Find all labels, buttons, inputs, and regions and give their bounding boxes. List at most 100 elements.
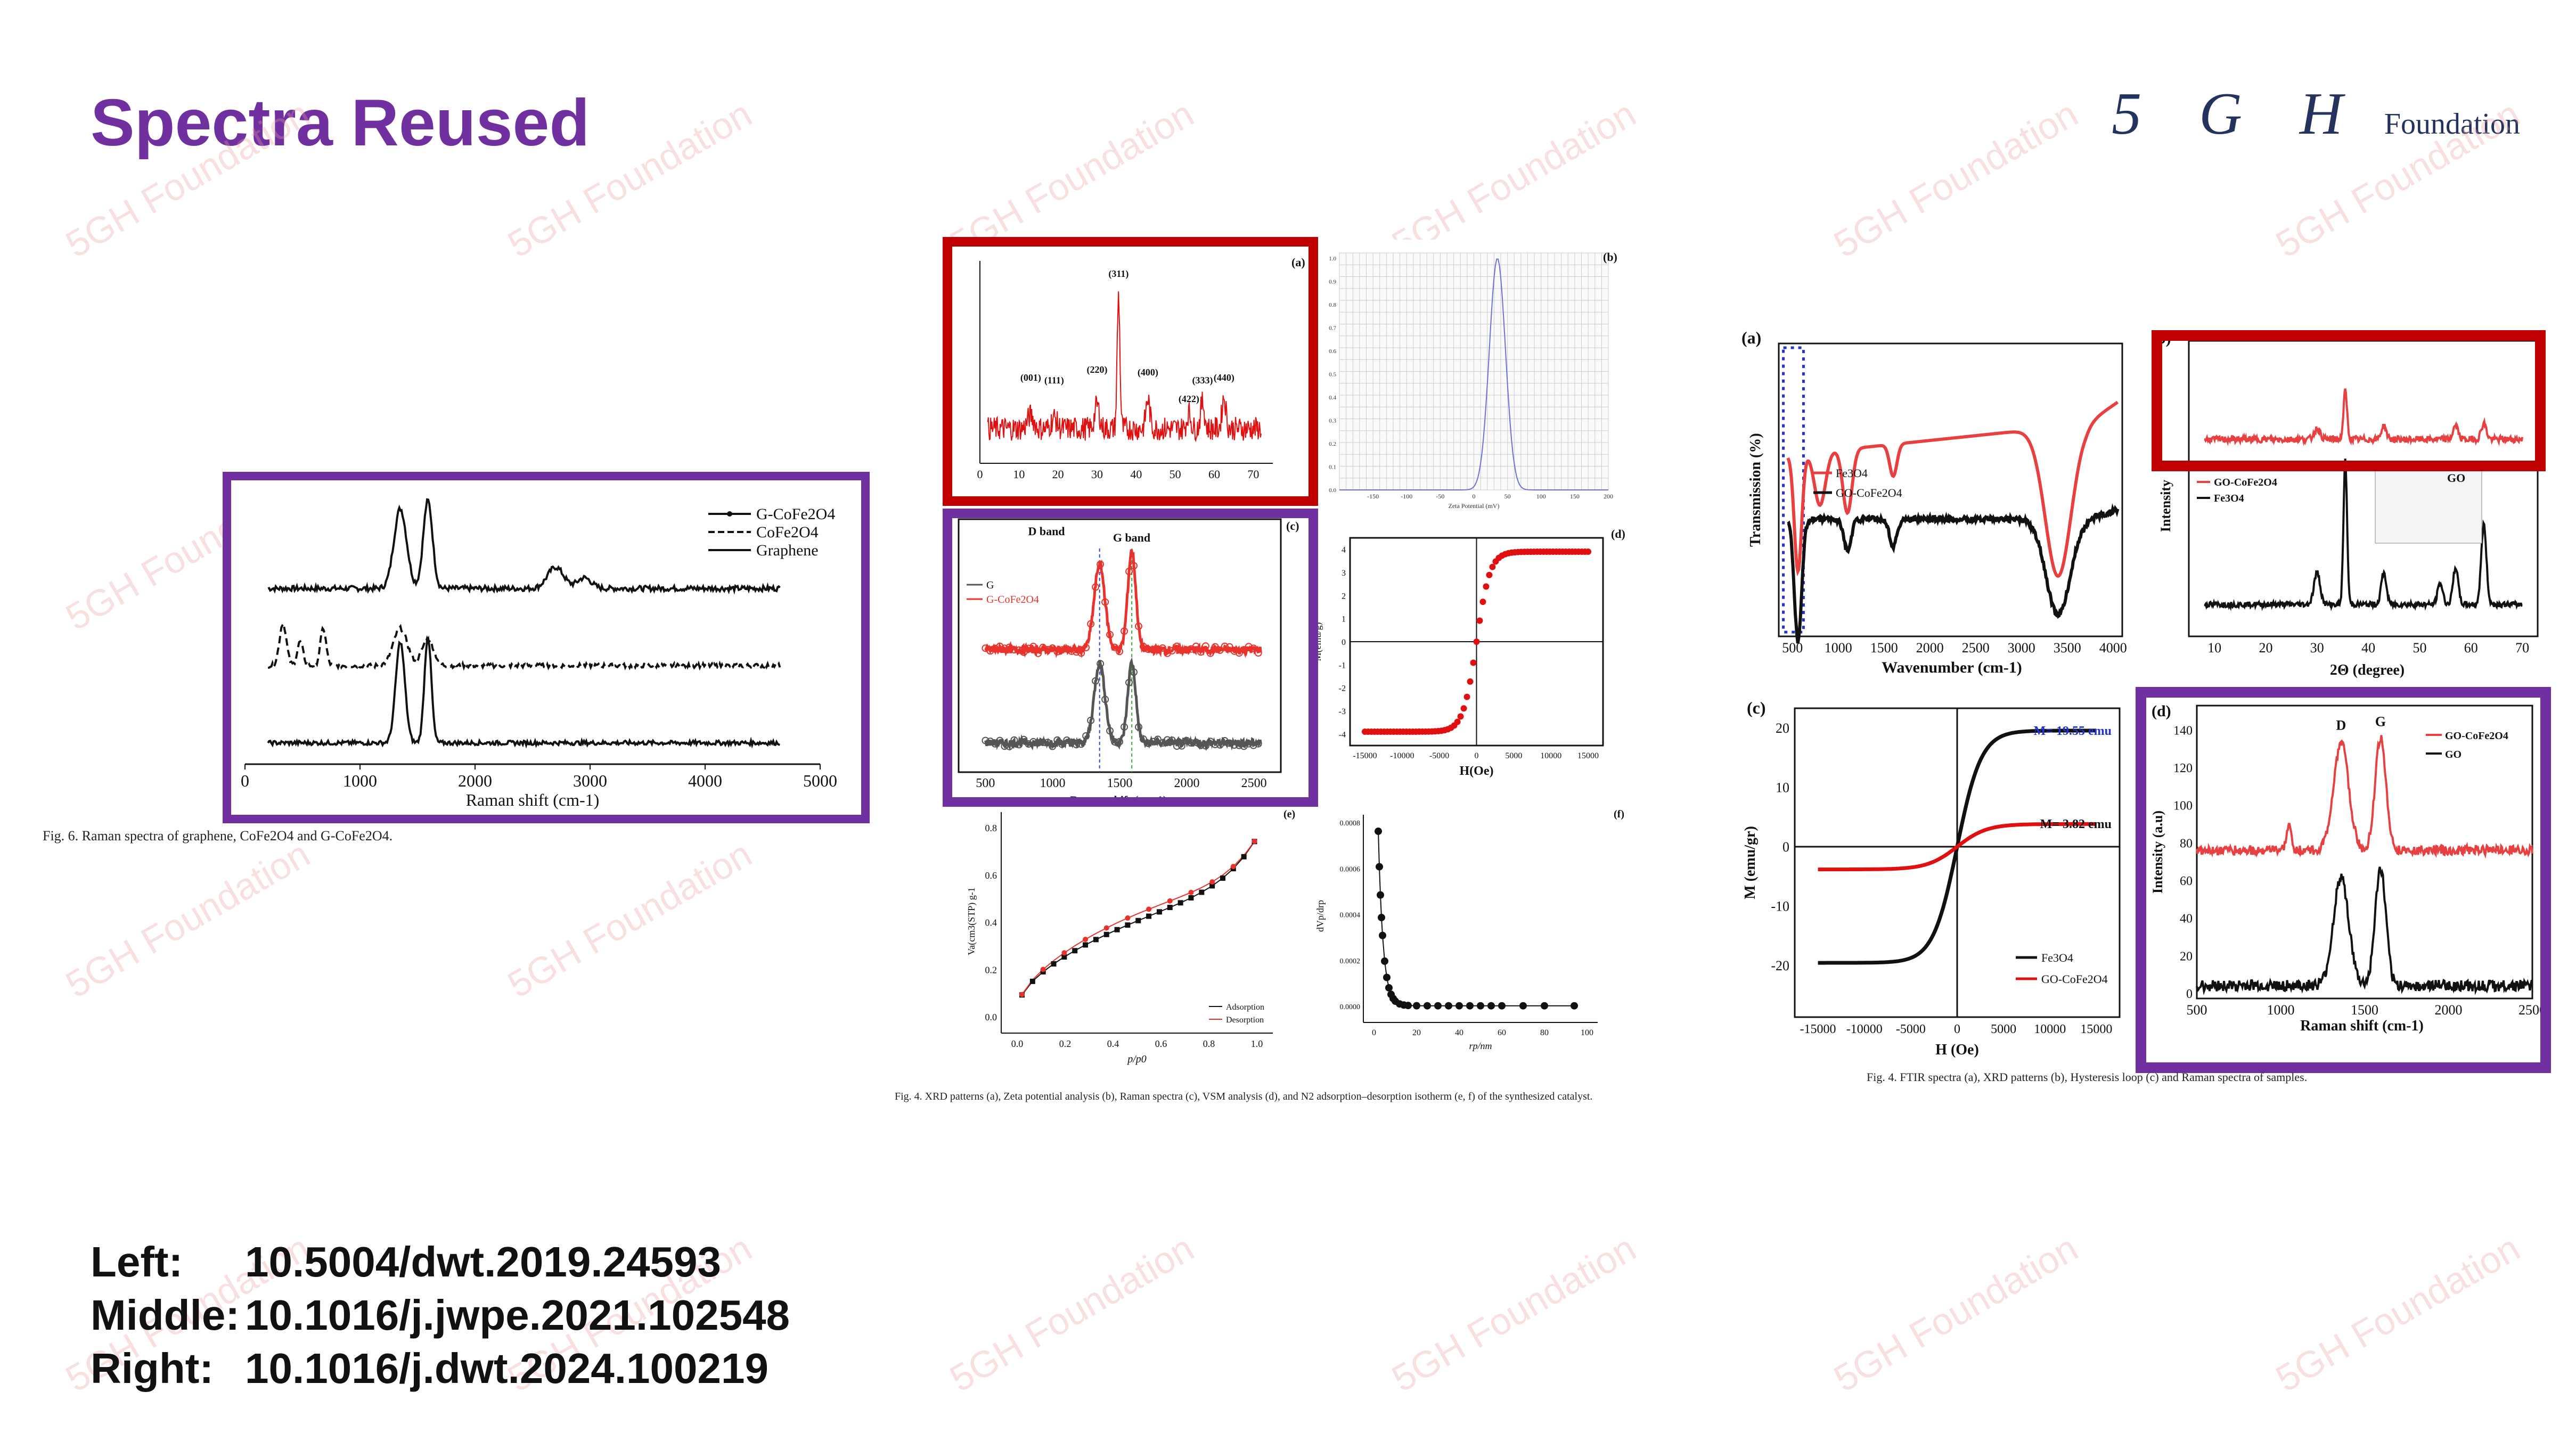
mid-c-marker-g-cofe2o4 xyxy=(1192,642,1200,650)
mid-c-marker-g xyxy=(1173,742,1181,750)
mid-c-marker-g xyxy=(1005,742,1013,750)
right-c-y-tick-label: -10 xyxy=(1771,899,1789,914)
mid-e-desorption-point xyxy=(1188,889,1194,895)
right-b-series-fe3o4 xyxy=(2204,459,2523,611)
right-c-y-tick-label: 10 xyxy=(1776,780,1789,795)
right-c-x-axis-label: H (Oe) xyxy=(1935,1042,1979,1058)
mid-d-vsm-point xyxy=(1473,638,1480,645)
right-d-y-tick-label: 140 xyxy=(2173,724,2193,738)
mid-e-adsorption-point xyxy=(1199,889,1205,895)
left-x-tick-label: 1000 xyxy=(343,771,377,790)
right-b-inset-label: GO xyxy=(2447,471,2465,485)
mid-e-x-axis-label: p/p0 xyxy=(1126,1053,1147,1065)
mid-f-point xyxy=(1519,1002,1527,1010)
mid-d-panel-label: (d) xyxy=(1611,527,1625,541)
mid-d-vsm-point xyxy=(1483,583,1490,590)
mid-c-x-tick-label: 1500 xyxy=(1107,776,1133,790)
mid-d-x-tick-label: -5000 xyxy=(1429,751,1449,760)
mid-d-y-tick-label: -2 xyxy=(1339,684,1346,693)
mid-e-x-tick-label: 0.0 xyxy=(1011,1038,1024,1049)
right-c-y-axis-label: M (emu/gr) xyxy=(1742,826,1759,899)
mid-c-marker-g-cofe2o4 xyxy=(1249,644,1257,652)
right-d-y-tick-label: 120 xyxy=(2173,762,2193,775)
left-figure: 0 1000 2000 3000 4000 5000 Raman shift (cm-1) G… xyxy=(229,477,863,817)
mid-c-marker-g xyxy=(1130,668,1138,676)
mid-c-marker-g xyxy=(1034,739,1042,747)
mid-c-marker-g xyxy=(1020,735,1028,743)
mid-b-y-tick-label: 0.8 xyxy=(1329,302,1336,308)
right-a-x-tick-label: 3500 xyxy=(2054,640,2081,656)
doi-references: Left: 10.5004/dwt.2019.24593 Middle: 10.10… xyxy=(91,1235,790,1395)
right-figure-caption: Fig. 4. FTIR spectra (a), XRD patterns (… xyxy=(1867,1070,2308,1084)
mid-d-vsm-point xyxy=(1454,718,1461,725)
watermark-text: 5GH Foundation xyxy=(501,833,759,1006)
mid-e-x-tick-label: 0.8 xyxy=(1203,1038,1215,1049)
right-b-x-tick-label: 70 xyxy=(2515,640,2529,656)
right-b-legend-label: GO-CoFe2O4 xyxy=(2214,477,2277,488)
mid-f-y-tick-label: 0.0006 xyxy=(1340,865,1361,873)
mid-a-peak-label: (220) xyxy=(1087,364,1108,375)
mid-f-y-axis-label: dVp/drp xyxy=(1315,900,1326,932)
mid-f-point xyxy=(1404,1002,1412,1010)
watermark-text: 5GH Foundation xyxy=(943,1227,1201,1400)
middle-purple-box xyxy=(943,509,1318,807)
mid-c-marker-g xyxy=(1111,738,1119,746)
mid-b-y-tick-label: 0.0 xyxy=(1329,487,1336,494)
mid-b-x-axis-label: Zeta Potential (mV) xyxy=(1449,502,1500,510)
right-a-dotted-box xyxy=(1782,346,1805,634)
right-c-x-tick-label: -10000 xyxy=(1846,1022,1883,1036)
right-d-y-tick-label: 100 xyxy=(2173,799,2193,813)
mid-f-point xyxy=(1378,913,1385,921)
mid-c-marker-g-cofe2o4 xyxy=(1116,648,1124,656)
mid-c-panel-label: (c) xyxy=(1286,519,1299,533)
left-series-g-cofe2o4 xyxy=(267,498,781,595)
mid-e-y-tick-label: 0.6 xyxy=(985,870,997,881)
mid-e-adsorption-point xyxy=(1167,905,1173,911)
middle-figure-caption: Fig. 4. XRD patterns (a), Zeta potential… xyxy=(895,1091,1593,1102)
mid-d-vsm-point xyxy=(1479,599,1486,605)
mid-f-point xyxy=(1477,1002,1484,1010)
mid-f-x-tick-label: 40 xyxy=(1455,1028,1463,1037)
right-a-y-axis-label: Transmission (%) xyxy=(1747,433,1764,546)
mid-e-adsorption-point xyxy=(1125,922,1131,928)
mid-c-marker-g-cofe2o4 xyxy=(1020,648,1028,656)
mid-c-marker-g xyxy=(1225,739,1233,747)
mid-c-marker-g-cofe2o4 xyxy=(1158,644,1166,652)
right-a-panel-label: (a) xyxy=(1741,330,1761,347)
right-c-y-tick-label: 20 xyxy=(1776,721,1789,736)
mid-e-desorption-point xyxy=(1061,950,1067,956)
mid-c-marker-g xyxy=(1177,742,1185,750)
right-d-x-tick-label: 1000 xyxy=(2267,1002,2295,1018)
watermark-text: 5GH Foundation xyxy=(1827,93,2085,266)
mid-c-marker-g-cofe2o4 xyxy=(1173,642,1181,650)
mid-c-marker-g xyxy=(1245,740,1253,748)
right-d-y-tick-label: 40 xyxy=(2180,912,2193,926)
mid-e-adsorption-point xyxy=(1220,875,1225,881)
right-a-x-tick-label: 1000 xyxy=(1825,640,1852,656)
mid-f-point xyxy=(1379,931,1386,939)
mid-c-marker-g-cofe2o4 xyxy=(1111,643,1119,651)
mid-e-desorption-point xyxy=(1125,915,1131,921)
mid-f-point xyxy=(1381,957,1388,965)
mid-c-marker-g-cofe2o4 xyxy=(1254,649,1262,657)
mid-b-x-tick-label: -150 xyxy=(1367,493,1379,500)
mid-e-adsorption-point xyxy=(1156,909,1162,915)
mid-d-x-tick-label: 15000 xyxy=(1577,751,1599,760)
mid-c-marker-g xyxy=(1082,732,1090,740)
mid-e-adsorption-point xyxy=(1093,937,1099,943)
mid-f-point xyxy=(1445,1002,1452,1010)
right-c-annotation-go-cofe2o4: M= 3.82 emu xyxy=(2040,817,2112,831)
mid-d-x-tick-label: 0 xyxy=(1475,751,1479,760)
doi-right: 10.1016/j.dwt.2024.100219 xyxy=(245,1345,768,1392)
mid-c-marker-g-cofe2o4 xyxy=(1010,646,1018,654)
mid-c-marker-g-cofe2o4 xyxy=(1125,568,1133,576)
mid-c-x-tick-label: 500 xyxy=(976,776,995,790)
mid-a-x-tick-label: 60 xyxy=(1208,468,1220,481)
mid-e-adsorption-point xyxy=(1188,895,1194,900)
mid-c-marker-g-cofe2o4 xyxy=(1073,648,1081,656)
mid-c-x-tick-label: 2500 xyxy=(1241,776,1267,790)
right-b-series-go-cofe2o4 xyxy=(2204,388,2524,446)
right-c-x-tick-label: -15000 xyxy=(1800,1022,1836,1036)
mid-f-x-axis-label: rp/nm xyxy=(1469,1041,1492,1051)
mid-f-point xyxy=(1424,1002,1431,1010)
